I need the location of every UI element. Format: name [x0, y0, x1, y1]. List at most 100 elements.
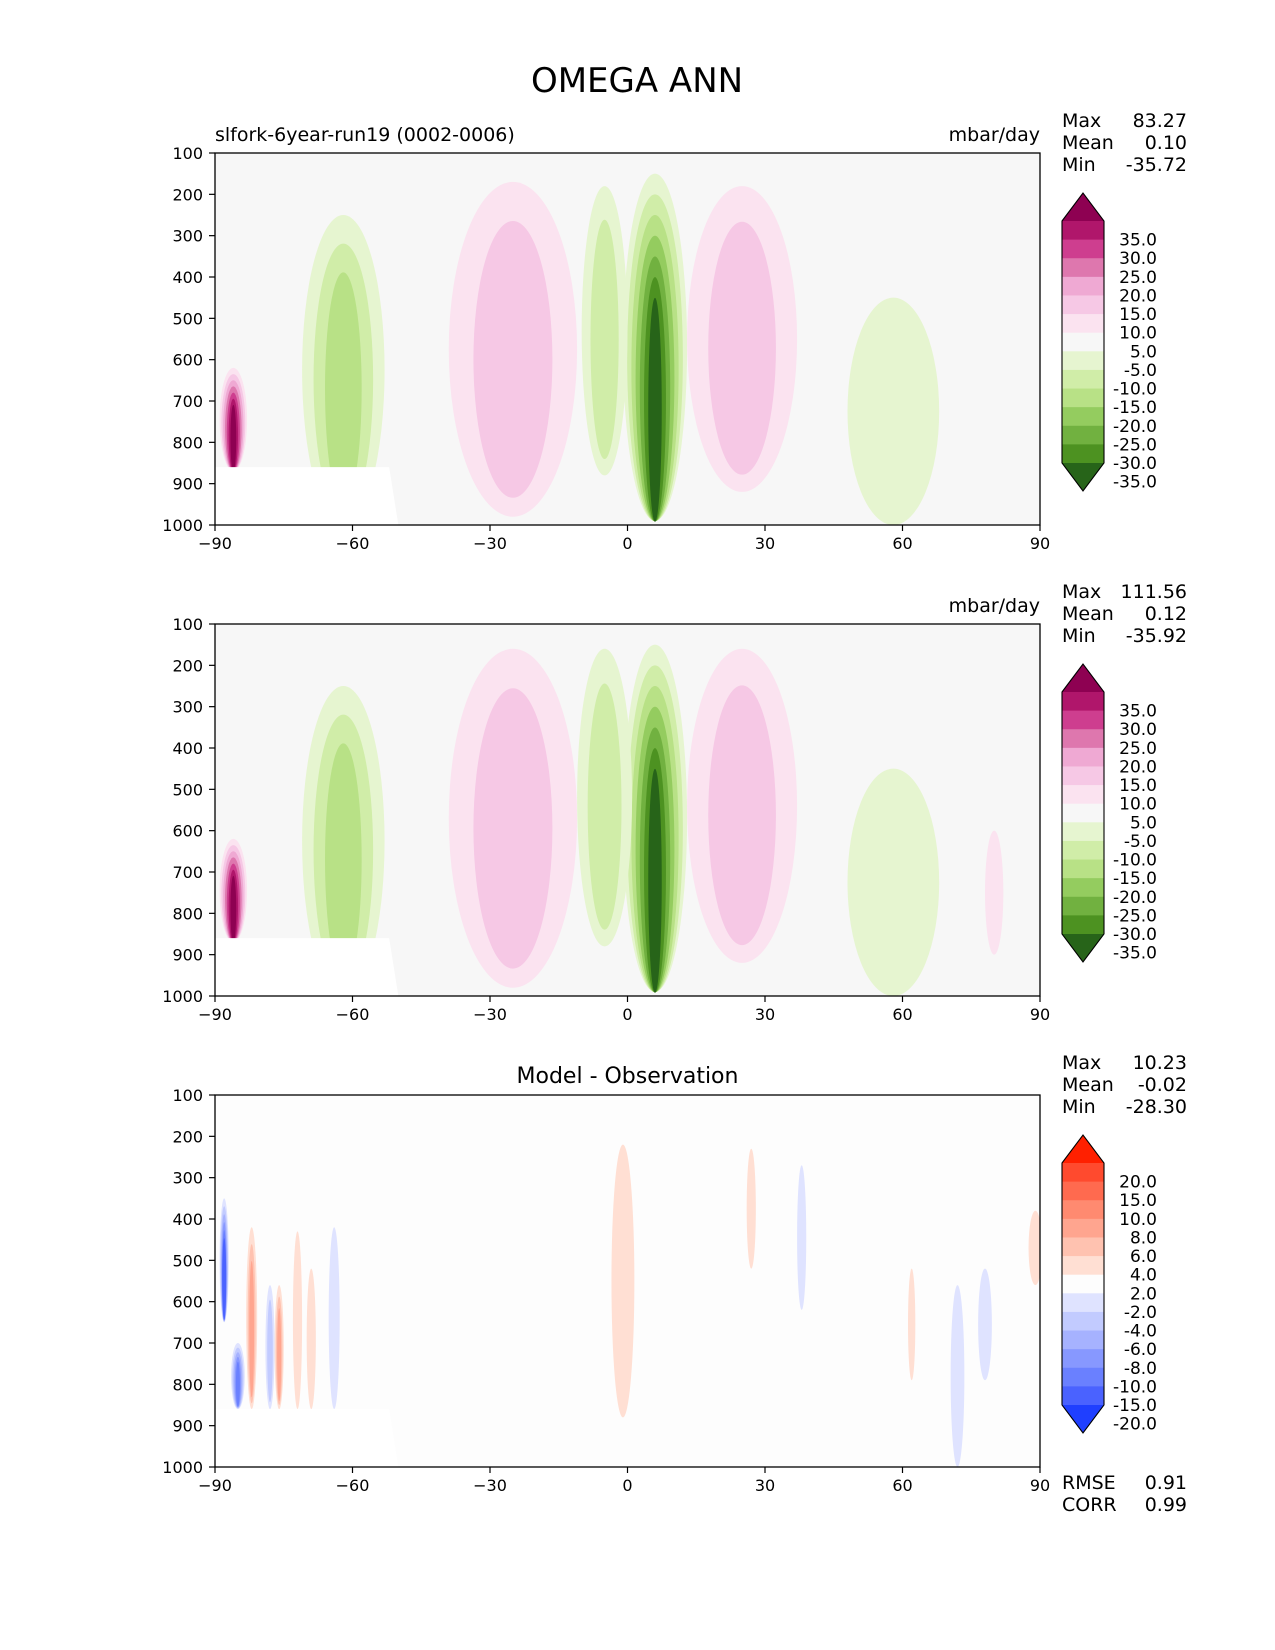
- colorbar-swatch: [1062, 1349, 1104, 1369]
- colorbar-tick-label: -20.0: [1113, 417, 1157, 437]
- contour-level: [648, 297, 662, 522]
- colorbar-swatch: [1062, 276, 1104, 296]
- colorbar-tick-label: 25.0: [1119, 739, 1157, 759]
- contour-level: [590, 219, 619, 460]
- contour-feature: [328, 1227, 340, 1410]
- contour-feature: [978, 1268, 992, 1381]
- y-tick-label: 900: [172, 475, 203, 494]
- contour-feature: [219, 838, 248, 943]
- colorbar-tick-label: -20.0: [1113, 1415, 1157, 1435]
- contour-feature: [581, 186, 628, 476]
- colorbar-swatch: [1062, 915, 1104, 935]
- y-tick-label: 400: [172, 739, 203, 758]
- colorbar-tick-label: -2.0: [1124, 1303, 1157, 1323]
- colorbar-swatch: [1062, 1218, 1104, 1238]
- colorbar-swatch: [1062, 1293, 1104, 1313]
- stat-value-max: 83.27: [1133, 110, 1187, 132]
- y-tick-label: 300: [172, 227, 203, 246]
- contour-level: [473, 688, 553, 969]
- colorbar-swatch: [1062, 239, 1104, 259]
- figure-title: OMEGA ANN: [531, 61, 743, 101]
- metric-value-corr: 0.99: [1145, 1494, 1187, 1516]
- contour-feature: [797, 1165, 807, 1310]
- colorbar-extend-min: [1062, 463, 1104, 491]
- colorbar-tick-label: 10.0: [1119, 795, 1157, 815]
- contour-feature: [746, 1148, 756, 1269]
- y-tick-label: 600: [172, 822, 203, 841]
- colorbar-swatch: [1062, 1181, 1104, 1201]
- colorbar-tick-label: 4.0: [1130, 1266, 1157, 1286]
- colorbar-tick-label: -25.0: [1113, 435, 1157, 455]
- stat-label-max: Max: [1062, 581, 1101, 603]
- y-tick-label: 900: [172, 946, 203, 965]
- colorbar-extend-max: [1062, 664, 1104, 692]
- colorbar-swatch: [1062, 1311, 1104, 1332]
- contour-feature: [448, 648, 578, 988]
- colorbar-tick-label: -5.0: [1124, 361, 1157, 381]
- missing-data-mask: [215, 467, 399, 525]
- colorbar-swatch: [1062, 407, 1104, 427]
- contour-level: [611, 1144, 635, 1418]
- colorbar-swatch: [1062, 822, 1104, 842]
- contour-level: [292, 1231, 303, 1410]
- colorbar: 20.015.010.08.06.04.02.0-2.0-4.0-6.0-8.0…: [1061, 1134, 1157, 1435]
- contour-level: [249, 1260, 255, 1398]
- y-tick-label: 1000: [162, 987, 203, 1006]
- colorbar-tick-label: 30.0: [1119, 720, 1157, 740]
- colorbar-swatch: [1062, 388, 1104, 408]
- metric-label-corr: CORR: [1062, 1494, 1117, 1516]
- contour-feature: [687, 648, 798, 963]
- y-tick-label: 100: [172, 1086, 203, 1105]
- y-tick-label: 500: [172, 309, 203, 328]
- colorbar-swatch: [1062, 1367, 1104, 1387]
- contour-feature: [265, 1285, 275, 1410]
- y-tick-label: 100: [172, 615, 203, 634]
- colorbar-swatch: [1062, 710, 1104, 730]
- contour-feature: [302, 686, 385, 996]
- colorbar-tick-label: -6.0: [1124, 1340, 1157, 1360]
- x-tick-label: −30: [473, 534, 507, 553]
- y-tick-label: 900: [172, 1417, 203, 1436]
- y-tick-label: 300: [172, 698, 203, 717]
- y-tick-label: 700: [172, 392, 203, 411]
- colorbar-swatch: [1062, 803, 1104, 823]
- x-tick-label: 90: [1030, 1476, 1050, 1495]
- colorbar-swatch: [1062, 896, 1104, 916]
- x-tick-label: 90: [1030, 1005, 1050, 1024]
- stat-value-min: -28.30: [1126, 1096, 1187, 1118]
- contour-feature: [274, 1285, 284, 1410]
- x-tick-label: −90: [198, 1005, 232, 1024]
- contour-field: [215, 1144, 1040, 1467]
- contour-feature: [219, 1198, 229, 1323]
- x-tick-label: −60: [336, 1476, 370, 1495]
- colorbar-tick-label: 30.0: [1119, 249, 1157, 269]
- contour-feature: [1028, 1210, 1040, 1286]
- contour-feature: [292, 1231, 303, 1410]
- missing-data-mask: [215, 938, 399, 996]
- x-tick-label: 90: [1030, 534, 1050, 553]
- missing-data-mask: [215, 1409, 399, 1467]
- y-tick-label: 600: [172, 1293, 203, 1312]
- stat-label-mean: Mean: [1062, 1074, 1114, 1096]
- x-tick-label: 60: [892, 1476, 912, 1495]
- contour-level: [306, 1268, 316, 1410]
- stat-label-min: Min: [1062, 154, 1096, 176]
- colorbar-swatch: [1062, 859, 1104, 879]
- colorbar-swatch: [1062, 351, 1104, 371]
- colorbar-tick-label: -25.0: [1113, 906, 1157, 926]
- colorbar-swatch: [1062, 1256, 1104, 1276]
- colorbar-swatch: [1062, 840, 1104, 861]
- colorbar-swatch: [1062, 332, 1104, 352]
- colorbar-tick-label: 20.0: [1119, 1173, 1157, 1193]
- x-tick-label: −90: [198, 534, 232, 553]
- panel-units: mbar/day: [949, 595, 1040, 617]
- contour-level: [1028, 1210, 1040, 1286]
- colorbar-swatch: [1062, 221, 1104, 241]
- contour-level: [473, 220, 553, 498]
- colorbar-tick-label: -5.0: [1124, 832, 1157, 852]
- contour-level: [235, 1361, 240, 1407]
- stat-label-mean: Mean: [1062, 603, 1114, 625]
- colorbar-swatch: [1062, 425, 1104, 445]
- contour-level: [587, 683, 622, 930]
